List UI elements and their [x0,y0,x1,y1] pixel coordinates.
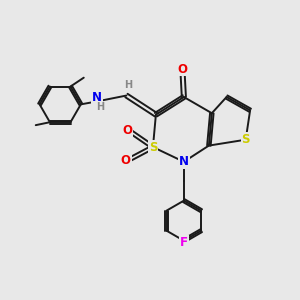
Text: S: S [242,133,250,146]
Text: N: N [92,92,102,104]
Text: N: N [179,155,189,168]
Text: O: O [121,154,130,167]
Text: H: H [97,102,105,112]
Text: O: O [122,124,132,137]
Text: O: O [177,62,188,76]
Text: F: F [180,236,188,249]
Text: H: H [124,80,132,90]
Text: S: S [149,141,157,154]
